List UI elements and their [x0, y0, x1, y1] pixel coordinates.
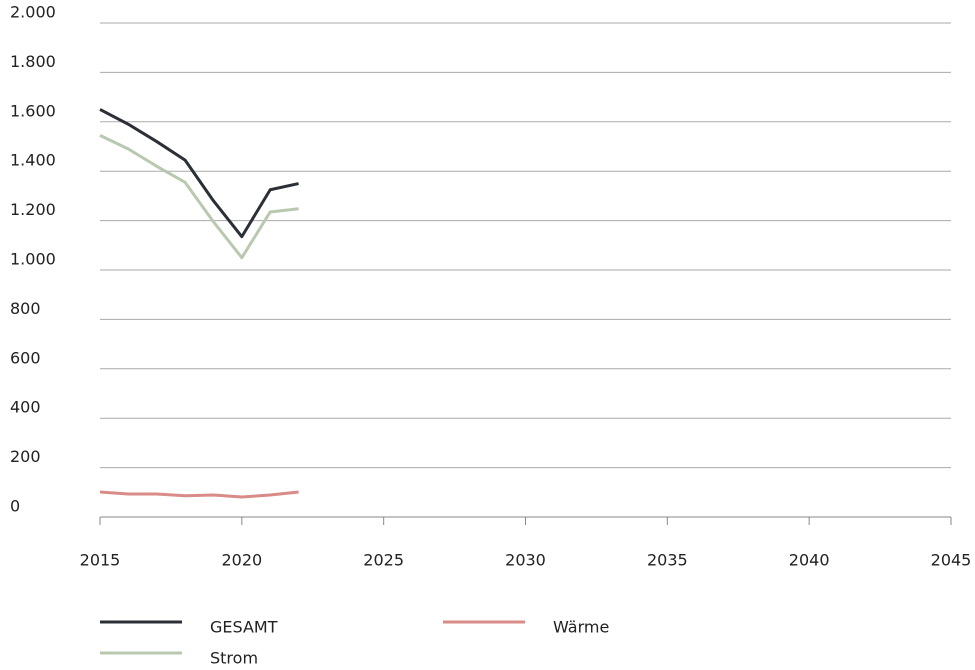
- x-tick-label: 2045: [931, 551, 972, 570]
- legend-label: Wärme: [553, 618, 609, 637]
- y-tick-label: 1.000: [10, 250, 56, 269]
- x-tick-label: 2035: [647, 551, 688, 570]
- x-tick-label: 2020: [221, 551, 262, 570]
- legend-label: GESAMT: [210, 618, 278, 637]
- y-tick-label: 1.200: [10, 200, 56, 219]
- y-tick-label: 2.000: [10, 3, 56, 22]
- y-tick-label: 200: [10, 447, 41, 466]
- series-line: [99, 134, 299, 260]
- x-tick-label: 2025: [363, 551, 404, 570]
- y-tick-label: 400: [10, 398, 41, 417]
- y-tick-label: 800: [10, 299, 41, 318]
- series-line: [99, 490, 299, 499]
- y-tick-label: 0: [10, 497, 20, 516]
- legend-label: Strom: [210, 649, 258, 668]
- x-tick-label: 2015: [80, 551, 121, 570]
- x-tick-label: 2030: [505, 551, 546, 570]
- series-line: [99, 108, 299, 239]
- x-tick-label: 2040: [789, 551, 830, 570]
- y-tick-label: 1.400: [10, 151, 56, 170]
- y-tick-label: 1.600: [10, 101, 56, 120]
- y-tick-label: 1.800: [10, 52, 56, 71]
- y-tick-label: 600: [10, 348, 41, 367]
